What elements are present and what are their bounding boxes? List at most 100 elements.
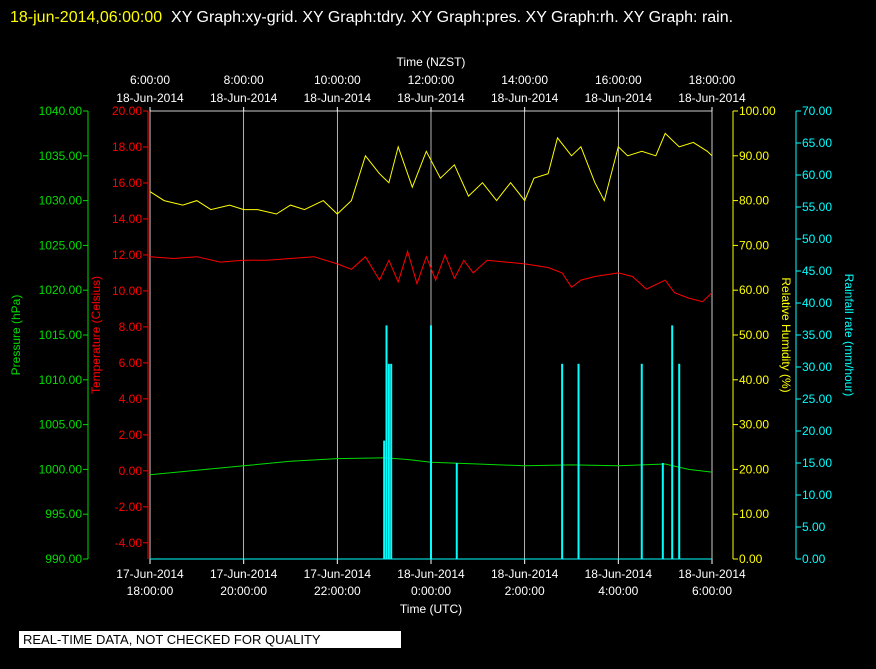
- humidity-tick-label: 40.00: [739, 373, 769, 387]
- temperature-tick-label: 6.00: [119, 356, 143, 370]
- x-bottom-tick-time: 4:00:00: [598, 584, 638, 598]
- rain-bar: [385, 325, 388, 559]
- rain-tick-label: 50.00: [802, 232, 832, 246]
- temperature-tick-label: 18.00: [112, 140, 142, 154]
- temperature-tick-label: -2.00: [115, 500, 143, 514]
- x-top-tick-time: 18:00:00: [689, 73, 736, 87]
- rain-tick-label: 0.00: [802, 552, 826, 566]
- pressure-tick-label: 990.00: [45, 552, 82, 566]
- rain-bar: [671, 325, 674, 559]
- pressure-tick-label: 1020.00: [39, 283, 83, 297]
- rain-bar: [383, 440, 386, 559]
- temperature-tick-label: 10.00: [112, 284, 142, 298]
- temperature-axis-label: Temperature (Celsius): [89, 276, 103, 394]
- humidity-axis-label: Relative Humidity (%): [779, 277, 793, 392]
- rain-tick-label: 25.00: [802, 392, 832, 406]
- temperature-tick-label: 8.00: [119, 320, 143, 334]
- x-top-tick-time: 14:00:00: [501, 73, 548, 87]
- header-graph-titles: XY Graph:xy-grid. XY Graph:tdry. XY Grap…: [171, 9, 734, 26]
- pressure-tick-label: 1010.00: [39, 373, 83, 387]
- rain-tick-label: 60.00: [802, 168, 832, 182]
- tdry-series-line: [149, 249, 713, 303]
- x-top-tick-date: 18-Jun-2014: [585, 91, 653, 105]
- x-bottom-tick-date: 18-Jun-2014: [491, 567, 559, 581]
- x-top-tick-date: 18-Jun-2014: [304, 91, 372, 105]
- humidity-tick-label: 90.00: [739, 149, 769, 163]
- pressure-tick-label: 995.00: [45, 507, 82, 521]
- temperature-tick-label: 12.00: [112, 248, 142, 262]
- x-top-tick-date: 18-Jun-2014: [210, 91, 278, 105]
- pressure-tick-label: 1015.00: [39, 328, 83, 342]
- x-bottom-tick-date: 18-Jun-2014: [585, 567, 653, 581]
- rain-bar: [577, 363, 580, 559]
- temperature-tick-label: 14.00: [112, 212, 142, 226]
- rain-tick-label: 20.00: [802, 424, 832, 438]
- x-top-tick-date: 18-Jun-2014: [116, 91, 184, 105]
- humidity-tick-label: 70.00: [739, 238, 769, 252]
- humidity-tick-label: 10.00: [739, 507, 769, 521]
- x-bottom-tick-date: 18-Jun-2014: [678, 567, 746, 581]
- rain-bar: [661, 463, 664, 559]
- humidity-tick-label: 20.00: [739, 462, 769, 476]
- chart-header: 18-jun-2014,06:00:00 XY Graph:xy-grid. X…: [10, 2, 866, 33]
- rain-bar: [390, 363, 393, 559]
- rain-tick-label: 10.00: [802, 488, 832, 502]
- rh-series-line: [149, 132, 713, 215]
- temperature-tick-label: 2.00: [119, 428, 143, 442]
- humidity-tick-label: 60.00: [739, 283, 769, 297]
- x-bottom-tick-date: 17-Jun-2014: [304, 567, 372, 581]
- rain-tick-label: 5.00: [802, 520, 826, 534]
- x-top-tick-date: 18-Jun-2014: [678, 91, 746, 105]
- x-bottom-tick-time: 20:00:00: [220, 584, 267, 598]
- humidity-tick-label: 80.00: [739, 194, 769, 208]
- x-bottom-tick-date: 18-Jun-2014: [397, 567, 465, 581]
- x-top-tick-time: 10:00:00: [314, 73, 361, 87]
- x-bottom-axis-title: Time (UTC): [400, 602, 462, 616]
- temperature-tick-label: 16.00: [112, 176, 142, 190]
- temperature-tick-label: 0.00: [119, 464, 143, 478]
- pressure-tick-label: 1005.00: [39, 418, 83, 432]
- rain-axis-label: Rainfall rate (mm/hour): [842, 274, 856, 397]
- pressure-tick-label: 1025.00: [39, 238, 83, 252]
- x-top-axis-title: Time (NZST): [397, 55, 466, 69]
- x-bottom-tick-date: 17-Jun-2014: [116, 567, 184, 581]
- rain-tick-label: 30.00: [802, 360, 832, 374]
- temperature-tick-label: 20.00: [112, 104, 142, 118]
- x-bottom-tick-time: 2:00:00: [505, 584, 545, 598]
- rain-tick-label: 70.00: [802, 104, 832, 118]
- x-top-tick-date: 18-Jun-2014: [397, 91, 465, 105]
- header-timestamp: 18-jun-2014,06:00:00: [10, 9, 163, 26]
- rain-bar: [640, 363, 643, 559]
- x-bottom-tick-time: 22:00:00: [314, 584, 361, 598]
- x-bottom-tick-time: 6:00:00: [692, 584, 732, 598]
- x-top-tick-time: 16:00:00: [595, 73, 642, 87]
- x-top-tick-time: 6:00:00: [130, 73, 170, 87]
- rain-tick-label: 65.00: [802, 136, 832, 150]
- pressure-tick-label: 1040.00: [39, 104, 83, 118]
- humidity-tick-label: 30.00: [739, 418, 769, 432]
- temperature-tick-label: 4.00: [119, 392, 143, 406]
- rain-bar: [678, 363, 681, 559]
- rain-bar: [561, 363, 564, 559]
- x-bottom-tick-time: 18:00:00: [127, 584, 174, 598]
- rain-bar: [387, 363, 390, 559]
- humidity-tick-label: 100.00: [739, 104, 776, 118]
- rain-tick-label: 15.00: [802, 456, 832, 470]
- rain-bar: [455, 463, 458, 559]
- pressure-tick-label: 1000.00: [39, 462, 83, 476]
- pressure-tick-label: 1030.00: [39, 194, 83, 208]
- x-top-tick-time: 12:00:00: [408, 73, 455, 87]
- rain-tick-label: 40.00: [802, 296, 832, 310]
- x-top-tick-time: 8:00:00: [224, 73, 264, 87]
- rain-bar: [430, 325, 432, 559]
- rain-tick-label: 55.00: [802, 200, 832, 214]
- x-top-tick-date: 18-Jun-2014: [491, 91, 559, 105]
- x-bottom-tick-time: 0:00:00: [411, 584, 451, 598]
- humidity-tick-label: 50.00: [739, 328, 769, 342]
- pressure-axis-label: Pressure (hPa): [9, 295, 23, 376]
- humidity-tick-label: 0.00: [739, 552, 763, 566]
- pressure-tick-label: 1035.00: [39, 149, 83, 163]
- rain-tick-label: 35.00: [802, 328, 832, 342]
- x-bottom-tick-date: 17-Jun-2014: [210, 567, 278, 581]
